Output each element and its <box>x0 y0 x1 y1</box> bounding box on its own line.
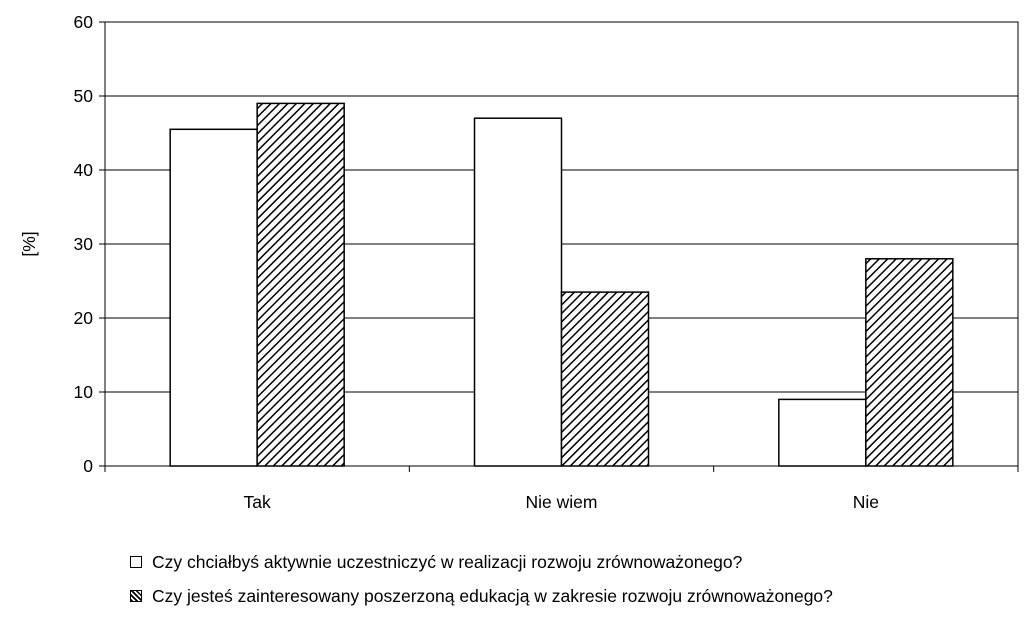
y-tick-label: 50 <box>74 86 94 106</box>
bar-1 <box>473 117 563 467</box>
y-tick-label: 0 <box>83 456 93 476</box>
y-tick-label: 10 <box>74 382 94 402</box>
y-tick-label: 40 <box>74 160 94 180</box>
x-tick-label: Nie <box>853 492 879 512</box>
legend-label: Czy chciałbyś aktywnie uczestniczyć w re… <box>152 551 743 572</box>
y-tick-label: 20 <box>74 308 94 328</box>
legend-item-series-2: Czy jesteś zainteresowany poszerzoną edu… <box>130 586 833 606</box>
y-tick-label: 30 <box>74 234 94 254</box>
bar-1 <box>778 398 867 467</box>
bar-2 <box>256 102 345 467</box>
legend-swatch-hatched <box>130 590 142 602</box>
x-tick-label: Nie wiem <box>526 492 598 512</box>
legend-swatch-plain <box>130 556 142 568</box>
plot-frame <box>104 21 1019 467</box>
legend-item-series-1: Czy chciałbyś aktywnie uczestniczyć w re… <box>130 552 833 572</box>
bar-1 <box>169 128 258 467</box>
bar-2 <box>865 258 954 467</box>
x-tick-label: Tak <box>244 492 271 512</box>
y-axis-label: [%] <box>19 231 39 256</box>
legend: Czy chciałbyś aktywnie uczestniczyć w re… <box>130 552 833 620</box>
bar-chart: 0 10 20 30 40 50 60 Tak Nie wiem Nie [%] <box>19 12 1019 512</box>
legend-label: Czy jesteś zainteresowany poszerzoną edu… <box>152 585 833 606</box>
bar-2 <box>560 291 650 467</box>
y-tick-label: 60 <box>74 12 94 32</box>
